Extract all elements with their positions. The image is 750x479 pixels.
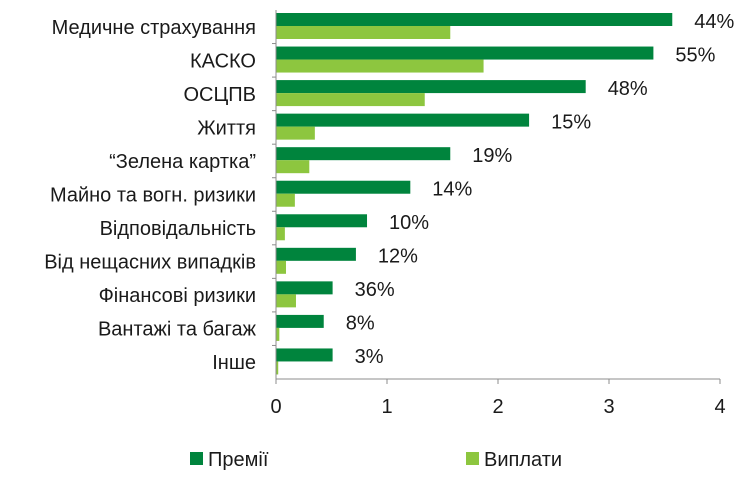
bar-premiums	[276, 13, 673, 26]
bars-layer	[276, 13, 673, 375]
category-label: Життя	[197, 117, 256, 139]
bar-payouts	[276, 327, 280, 341]
category-label: Медичне страхування	[52, 17, 256, 39]
bar-payouts	[276, 260, 286, 274]
data-label: 19%	[472, 145, 512, 167]
labels-layer: Медичне страхування 44%КАСКО 55%ОСЦПВ 48%Жи…	[44, 11, 734, 418]
bar-premiums	[276, 314, 324, 328]
x-tick-label: 2	[492, 396, 503, 418]
bar-premiums	[276, 180, 411, 194]
category-label: Відповідальність	[100, 218, 256, 240]
bar-premiums	[276, 281, 333, 295]
legend-swatch-premiums	[190, 452, 203, 465]
category-label: Від нещасних випадків	[44, 252, 256, 274]
legend-swatch-payouts	[466, 452, 479, 465]
bar-payouts	[276, 160, 310, 174]
legend-label-premiums: Премії	[208, 449, 269, 471]
category-label: Вантажі та багаж	[98, 319, 257, 341]
bar-premiums	[276, 214, 368, 228]
bar-premiums	[276, 147, 451, 161]
data-label: 15%	[551, 111, 591, 133]
data-label: 8%	[346, 313, 375, 335]
data-label: 14%	[432, 179, 472, 201]
category-label: КАСКО	[190, 50, 256, 72]
bar-premiums	[276, 113, 530, 127]
category-label: Фінансові ризики	[99, 285, 256, 307]
data-label: 12%	[378, 246, 418, 268]
bar-payouts	[276, 126, 315, 140]
category-label: ОСЦПВ	[183, 84, 256, 106]
axis-layer	[272, 10, 721, 384]
data-label: 48%	[608, 78, 648, 100]
bar-payouts	[276, 294, 296, 308]
x-tick-label: 1	[381, 396, 392, 418]
bar-premiums	[276, 348, 333, 362]
x-tick-label: 0	[270, 396, 281, 418]
bar-payouts	[276, 26, 451, 39]
data-label: 36%	[355, 279, 395, 301]
bar-premiums	[276, 247, 356, 261]
bar-payouts	[276, 193, 295, 207]
x-tick-label: 3	[603, 396, 614, 418]
bar-payouts	[276, 59, 484, 73]
data-label: 3%	[355, 346, 384, 368]
category-label: Майно та вогн. ризики	[50, 185, 256, 207]
bar-premiums	[276, 46, 654, 60]
bar-premiums	[276, 80, 586, 94]
category-label: Інше	[212, 352, 256, 374]
legend: Премії Виплати	[190, 449, 562, 471]
bar-payouts	[276, 361, 279, 375]
legend-label-payouts: Виплати	[484, 449, 562, 471]
data-label: 10%	[389, 212, 429, 234]
bar-payouts	[276, 227, 285, 241]
data-label: 44%	[694, 11, 734, 33]
bar-payouts	[276, 93, 425, 107]
data-label: 55%	[675, 44, 715, 66]
category-label: “Зелена картка”	[109, 151, 256, 173]
x-tick-label: 4	[714, 396, 725, 418]
